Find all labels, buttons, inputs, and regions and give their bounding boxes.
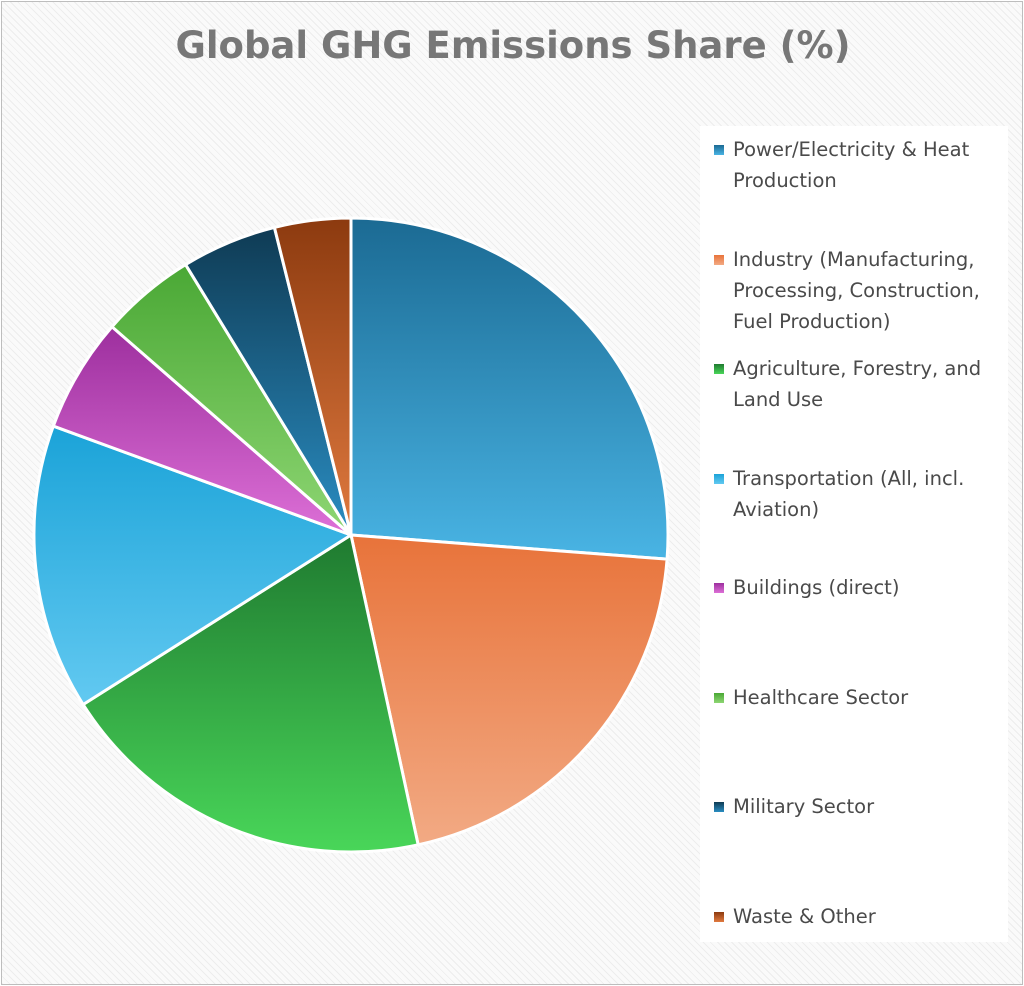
pie-slice-8 (272, 216, 353, 537)
pie-slice-2 (349, 533, 669, 847)
legend-label: Transportation (All, incl. Aviation) (733, 467, 965, 521)
pie-slice-3 (81, 533, 420, 854)
legend-label: Military Sector (733, 795, 875, 818)
legend-label: Healthcare Sector (733, 686, 909, 709)
legend-item: Industry (Manufacturing, Processing, Con… (714, 244, 999, 337)
legend-label: Power/Electricity & Heat Production (733, 138, 970, 192)
legend-label: Agriculture, Forestry, and Land Use (733, 357, 982, 411)
legend-swatch (714, 583, 724, 593)
legend-swatch (714, 912, 724, 922)
legend-item: Buildings (direct) (714, 572, 999, 603)
legend-swatch (714, 474, 724, 484)
legend-swatch (714, 364, 724, 374)
legend: Power/Electricity & Heat Production Indus… (700, 126, 1008, 942)
legend-item: Healthcare Sector (714, 682, 999, 713)
legend-label: Buildings (direct) (733, 576, 900, 599)
legend-swatch (714, 255, 724, 265)
legend-label: Industry (Manufacturing, Processing, Con… (733, 248, 980, 333)
chart-title: Global GHG Emissions Share (%) (175, 24, 851, 67)
legend-item: Agriculture, Forestry, and Land Use (714, 353, 999, 415)
pie-slices (32, 216, 670, 854)
pie-slice-1 (349, 216, 670, 561)
legend-label: Waste & Other (733, 905, 876, 928)
legend-swatch (714, 802, 724, 812)
legend-item: Waste & Other (714, 901, 999, 932)
legend-item: Military Sector (714, 791, 999, 822)
legend-swatch (714, 693, 724, 703)
pie-slice-4 (32, 424, 353, 707)
legend-item: Transportation (All, incl. Aviation) (714, 463, 999, 525)
legend-item: Power/Electricity & Heat Production (714, 134, 999, 196)
legend-swatch (714, 145, 724, 155)
